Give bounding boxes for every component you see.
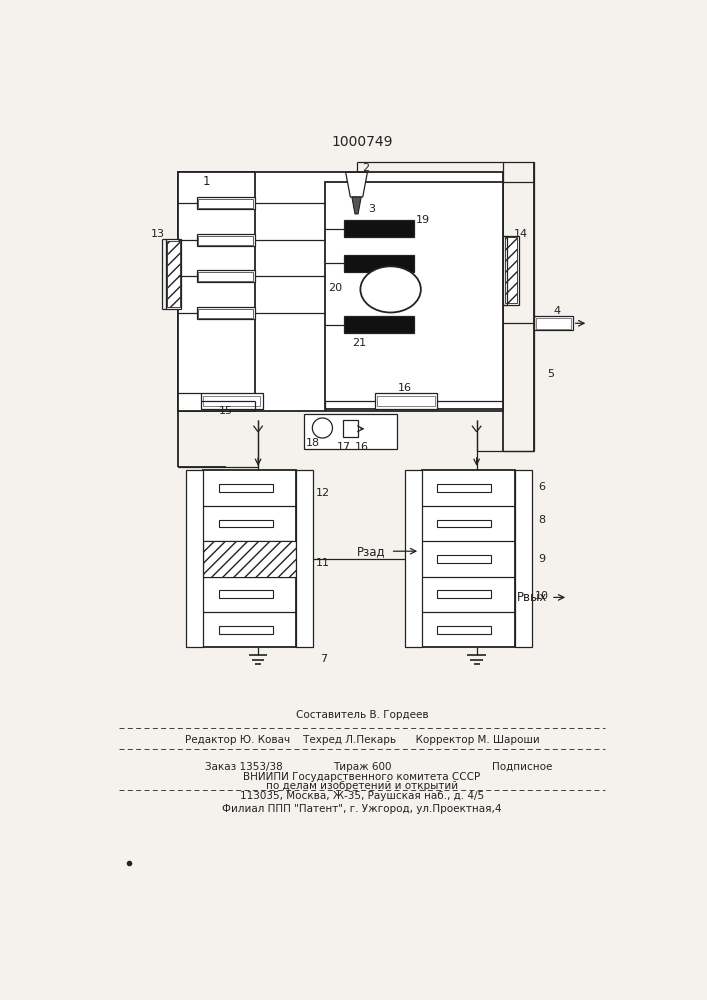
Bar bbox=[343, 420, 358, 437]
Bar bbox=[197, 270, 255, 282]
Bar bbox=[344, 255, 414, 272]
Text: 8: 8 bbox=[538, 515, 545, 525]
Bar bbox=[304, 414, 397, 449]
Text: Рвых: Рвых bbox=[517, 591, 547, 604]
Bar bbox=[203, 541, 296, 577]
Bar bbox=[535, 318, 571, 329]
Bar bbox=[166, 239, 182, 309]
Bar bbox=[218, 590, 273, 598]
Bar bbox=[218, 626, 273, 634]
Bar bbox=[177, 172, 255, 411]
Text: 6: 6 bbox=[538, 482, 545, 492]
Bar bbox=[505, 237, 517, 303]
Text: 3: 3 bbox=[368, 204, 375, 214]
Bar bbox=[344, 316, 414, 333]
Bar bbox=[197, 197, 255, 209]
Bar bbox=[503, 235, 518, 305]
Text: Тираж 600: Тираж 600 bbox=[333, 762, 391, 772]
Text: 16: 16 bbox=[355, 442, 369, 452]
Bar bbox=[218, 484, 273, 492]
Text: Составитель В. Гордеев: Составитель В. Гордеев bbox=[296, 710, 428, 720]
Text: 1000749: 1000749 bbox=[331, 135, 392, 149]
Bar bbox=[437, 590, 491, 598]
Text: 17: 17 bbox=[337, 442, 351, 452]
Text: 16: 16 bbox=[397, 383, 411, 393]
Text: 11: 11 bbox=[316, 558, 330, 568]
Text: 4: 4 bbox=[554, 306, 561, 316]
Text: Подписное: Подписное bbox=[492, 762, 553, 772]
Bar bbox=[203, 396, 260, 406]
Text: Филиал ППП "Патент", г. Ужгород, ул.Проектная,4: Филиал ППП "Патент", г. Ужгород, ул.Прое… bbox=[222, 804, 502, 814]
Bar bbox=[186, 470, 203, 647]
Text: ВНИИПИ Государственного комитета СССР: ВНИИПИ Государственного комитета СССР bbox=[243, 772, 481, 782]
Bar bbox=[197, 234, 255, 246]
Text: 14: 14 bbox=[514, 229, 528, 239]
Bar bbox=[375, 393, 437, 409]
Text: Редактор Ю. Ковач    Техред Л.Пекарь      Корректор М. Шароши: Редактор Ю. Ковач Техред Л.Пекарь Коррек… bbox=[185, 735, 539, 745]
Ellipse shape bbox=[361, 266, 421, 312]
Bar bbox=[437, 626, 491, 634]
Text: 19: 19 bbox=[416, 215, 431, 225]
Text: 20: 20 bbox=[328, 283, 342, 293]
Text: 13: 13 bbox=[151, 229, 165, 239]
Text: 7: 7 bbox=[320, 654, 327, 664]
Bar bbox=[201, 393, 263, 409]
Bar bbox=[197, 307, 255, 319]
Bar bbox=[325, 182, 503, 409]
Text: 5: 5 bbox=[547, 369, 554, 379]
Bar bbox=[199, 199, 253, 208]
Polygon shape bbox=[352, 197, 361, 214]
Bar bbox=[199, 235, 253, 245]
Text: 15: 15 bbox=[219, 406, 233, 416]
Bar bbox=[534, 316, 573, 330]
Bar bbox=[199, 272, 253, 281]
Bar bbox=[199, 309, 253, 318]
Text: 12: 12 bbox=[316, 488, 330, 498]
Bar bbox=[515, 470, 532, 647]
Bar bbox=[437, 555, 491, 563]
Bar bbox=[296, 470, 313, 647]
Ellipse shape bbox=[312, 418, 332, 438]
Polygon shape bbox=[346, 172, 368, 197]
Bar bbox=[177, 172, 503, 411]
Bar bbox=[203, 470, 296, 647]
Text: Заказ 1353/38: Заказ 1353/38 bbox=[204, 762, 282, 772]
Text: 9: 9 bbox=[538, 554, 545, 564]
Bar bbox=[344, 220, 414, 237]
Text: по делам изобретений и открытий: по делам изобретений и открытий bbox=[266, 781, 458, 791]
Bar bbox=[421, 470, 515, 647]
Bar bbox=[218, 520, 273, 527]
Text: 113035, Москва, Ж-35, Раушская наб., д. 4/5: 113035, Москва, Ж-35, Раушская наб., д. … bbox=[240, 791, 484, 801]
Text: 10: 10 bbox=[534, 591, 549, 601]
Text: 1: 1 bbox=[203, 175, 211, 188]
Text: 21: 21 bbox=[353, 338, 367, 348]
Bar bbox=[437, 520, 491, 527]
Bar bbox=[404, 470, 421, 647]
Bar bbox=[168, 241, 180, 307]
Text: Рзад: Рзад bbox=[357, 545, 385, 558]
Bar bbox=[437, 484, 491, 492]
Text: 2: 2 bbox=[362, 163, 369, 173]
Text: 18: 18 bbox=[306, 438, 320, 448]
Bar bbox=[378, 396, 435, 406]
